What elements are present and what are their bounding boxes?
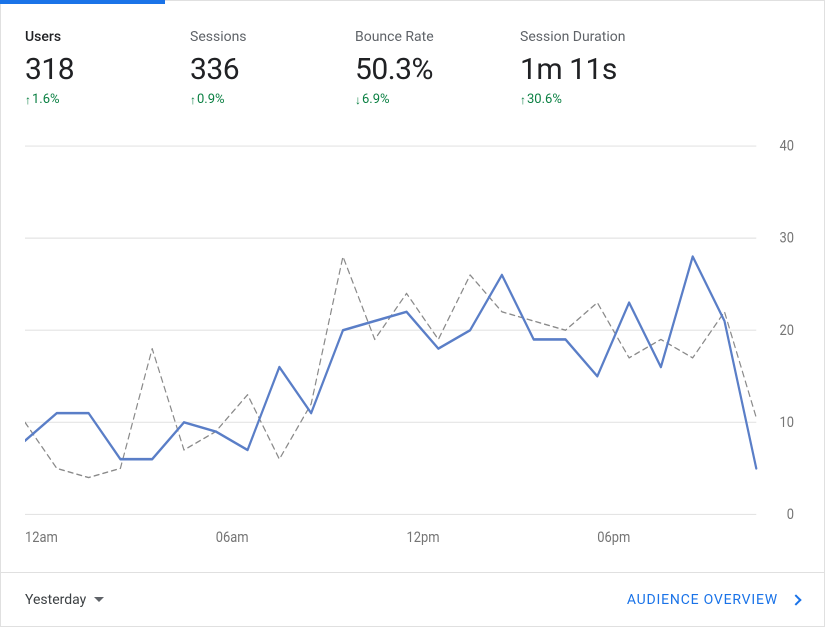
svg-text:20: 20 [780,322,795,339]
date-range-picker[interactable]: Yesterday [25,592,104,608]
metric-delta: ↓6.9% [355,92,508,107]
chart-container: 0 10 20 30 40 12am 06am 12pm 06pm [1,123,824,572]
metric-delta-value: 6.9% [362,92,390,107]
date-range-label: Yesterday [25,592,86,608]
metric-label: Users [25,29,178,45]
active-tab-indicator [0,0,165,4]
overview-link-label: AUDIENCE OVERVIEW [627,592,778,608]
metric-value: 50.3% [355,53,508,86]
analytics-card: Users318↑1.6%Sessions336↑0.9%Bounce Rate… [0,0,825,627]
arrow-up-icon: ↑ [25,94,31,106]
card-footer: Yesterday AUDIENCE OVERVIEW [1,572,824,626]
users-line-chart: 0 10 20 30 40 12am 06am 12pm 06pm [25,123,800,572]
caret-down-icon [94,597,104,602]
arrow-up-icon: ↑ [520,94,526,106]
metric-delta-value: 1.6% [32,92,60,107]
chart-area: 0 10 20 30 40 12am 06am 12pm 06pm [25,123,800,572]
metric-tab-sessions[interactable]: Sessions 336 ↑0.9% [190,29,355,107]
metric-label: Session Duration [520,29,673,45]
metric-delta: ↑30.6% [520,92,673,107]
metric-delta-value: 0.9% [197,92,225,107]
svg-text:30: 30 [780,230,795,247]
metric-value: 318 [25,53,178,86]
svg-text:12pm: 12pm [407,529,440,546]
svg-text:40: 40 [780,138,795,155]
arrow-up-icon: ↑ [190,94,196,106]
metric-value: 336 [190,53,343,86]
metric-delta: ↑1.6% [25,92,178,107]
metric-delta-value: 30.6% [527,92,562,107]
metric-label: Bounce Rate [355,29,508,45]
metric-tab-bounce[interactable]: Bounce Rate 50.3% ↓6.9% [355,29,520,107]
metric-delta: ↑0.9% [190,92,343,107]
svg-text:06pm: 06pm [597,529,630,546]
svg-text:10: 10 [780,414,795,431]
metric-value: 1m 11s [520,53,673,86]
svg-text:0: 0 [787,506,794,523]
audience-overview-link[interactable]: AUDIENCE OVERVIEW [627,592,800,608]
chevron-right-icon [790,594,801,605]
metric-label: Sessions [190,29,343,45]
svg-text:06am: 06am [216,529,249,546]
metric-tab-users[interactable]: Users 318 ↑1.6% [25,29,190,107]
metric-tab-duration[interactable]: Session Duration 1m 11s ↑30.6% [520,29,685,107]
metrics-row: Users318↑1.6%Sessions336↑0.9%Bounce Rate… [1,1,824,123]
arrow-down-icon: ↓ [355,94,361,106]
svg-text:12am: 12am [25,529,58,546]
